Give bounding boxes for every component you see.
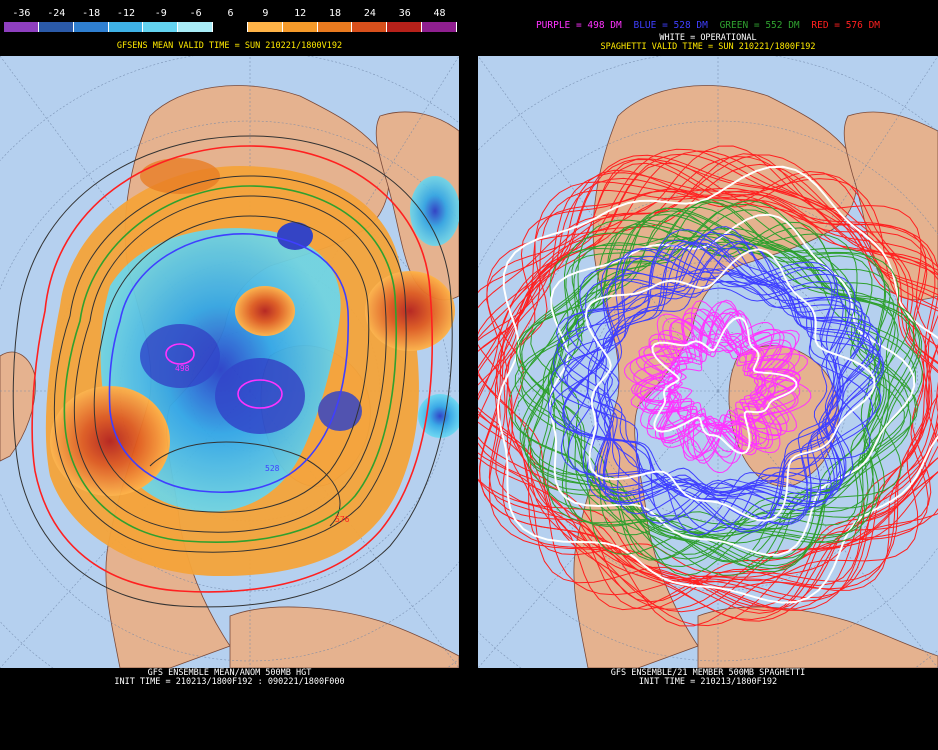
legend-purple: PURPLE = 498 DM [535,20,622,31]
right-footer-init-time: INIT TIME = 210213/1800F192 [638,677,778,687]
right-valid-time-title: SPAGHETTI VALID TIME = SUN 210221/1800F1… [600,42,816,52]
ensemble-member-contour [560,247,866,524]
left-valid-time-title: GFSENS MEAN VALID TIME = SUN 210221/1800… [116,41,343,51]
legend-red: RED = 576 DM [811,20,881,31]
colorbar-tick-label: 12 [294,8,307,19]
colorbar-swatch [108,22,144,32]
contour-label-528: 528 [265,464,280,473]
colorbar-swatch [352,22,388,32]
ensemble-member-contour [478,159,932,603]
colorbar-swatch [317,22,353,32]
colorbar-tick-label: -36 [12,8,31,19]
ensemble-member-contour [596,272,851,503]
spaghetti-map [478,56,938,668]
colorbar-swatch [282,22,318,32]
colorbar-swatch [38,22,74,32]
ensemble-member-contour [514,207,891,561]
right-footer-title: GFS ENSEMBLE/21 MEMBER 500MB SPAGHETTI [610,668,806,678]
ensemble-member-contour [519,207,923,573]
ensemble-member-contour [478,153,938,612]
ensemble-member-contour [515,209,912,568]
left-footer-title: GFS ENSEMBLE MEAN/ANOM 500MB HGT [147,668,312,678]
ensemble-member-contour [478,154,938,611]
ensemble-member-contour [641,321,800,464]
colorbar-swatch [143,22,179,32]
ensemble-member-contour [515,201,917,555]
colorbar-tick-label: -12 [116,8,135,19]
ensemble-member-contour [478,154,938,610]
operational-contour [548,213,916,557]
ensemble-member-contour [552,240,874,531]
colorbar-tick-label: 18 [329,8,342,19]
operational-contour [651,316,798,455]
ensemble-member-contour [644,312,793,447]
ensemble-member-contour [561,241,887,537]
anomaly-colorbar: -36 -24 -18 -12 -9 -6 6 9 12 18 24 36 48 [2,2,457,34]
left-footer-init-time: INIT TIME = 210213/1800F192 : 090221/180… [114,677,345,687]
ensemble-member-contour [547,232,886,539]
operational-contour [584,248,876,522]
ensemble-member-contour [523,219,899,560]
ensemble-member-contour [478,162,938,611]
colorbar-swatch [73,22,109,32]
spaghetti-panel: PURPLE = 498 DM BLUE = 528 DM GREEN = 55… [478,0,938,750]
panel-divider [459,0,478,750]
ensemble-member-contour [636,308,796,453]
ensemble-member-contour [630,317,783,461]
colorbar-swatch [422,22,457,32]
colorbar-tick-label: -24 [47,8,66,19]
colorbar-tick-label: -6 [189,8,202,19]
legend-green: GREEN = 552 DM [719,20,800,31]
colorbar-swatch [4,22,39,32]
colorbar-tick-label: 48 [433,8,446,19]
colorbar-tick-label: 36 [398,8,411,19]
ensemble-member-contour [479,172,938,599]
ensemble-mean-panel: -36 -24 -18 -12 -9 -6 6 9 12 18 24 36 48 GFSENS MEAN… [0,0,459,750]
ensemble-member-contour [624,301,801,461]
colorbar-swatch [387,22,423,32]
ensemble-member-contour [575,242,884,520]
ensemble-member-contour [520,214,895,561]
colorbar-swatch [247,22,283,32]
colorbar-swatch [178,22,214,32]
ensemble-member-contour [567,255,866,526]
colorbar-tick-label: 9 [262,8,269,19]
colorbar-tick-label: 6 [227,8,234,19]
ensemble-member-contour [579,261,846,503]
ensemble-member-contour [478,158,938,611]
legend-operational: WHITE = OPERATIONAL [659,33,757,43]
contour-label-498: 498 [175,364,190,373]
ensemble-member-contour [488,181,938,590]
ensemble-member-contour [478,145,938,591]
contour-label-576: 576 [335,515,350,524]
legend-blue: BLUE = 528 DM [633,20,708,31]
colorbar-tick-label: -18 [82,8,101,19]
ensemble-mean-map: 498 528 576 [0,56,459,668]
ensemble-member-contour [556,231,879,515]
ensemble-member-contour [488,170,938,614]
colorbar-tick-label: -9 [154,8,167,19]
spaghetti-legend: PURPLE = 498 DM BLUE = 528 DM GREEN = 55… [478,20,938,31]
colorbar-swatch [213,22,248,32]
ensemble-member-contour [565,233,874,508]
operational-contour [496,165,938,604]
colorbar-tick-label: 24 [363,8,376,19]
